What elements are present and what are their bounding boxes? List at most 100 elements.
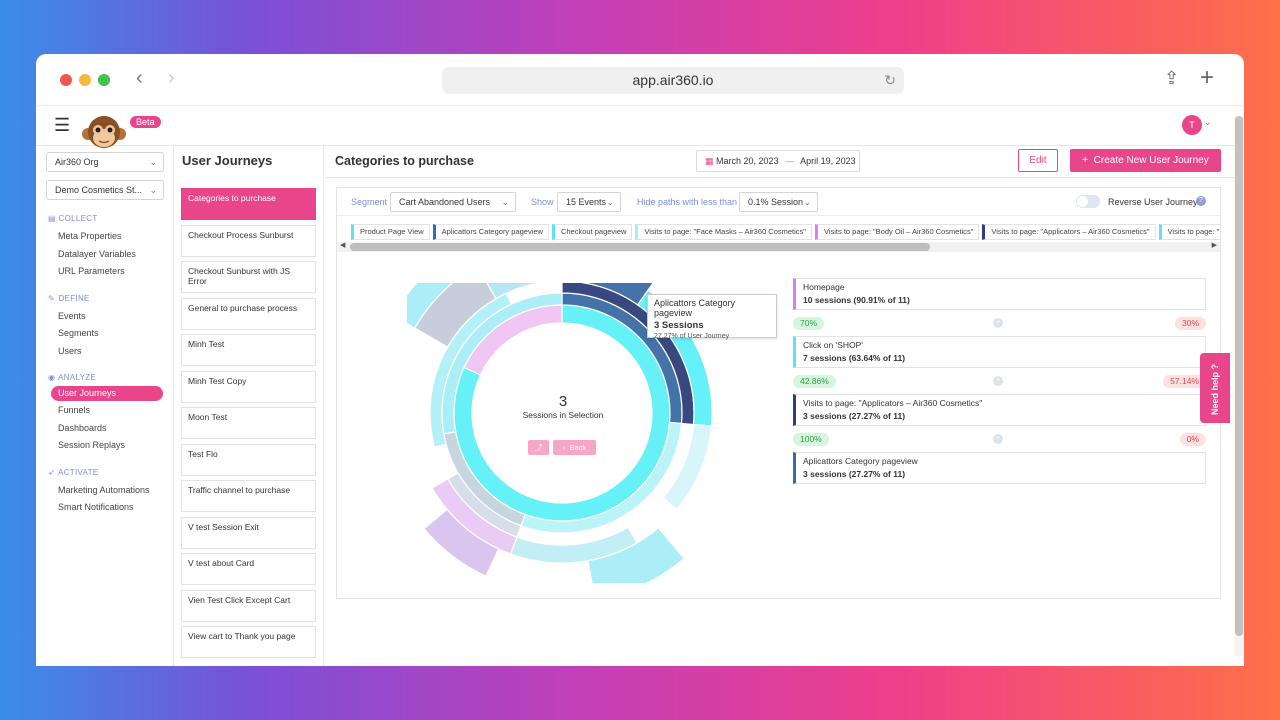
sidebar-item-session-replays[interactable]: Session Replays [58, 440, 126, 450]
journey-item[interactable]: V test Session Exit [181, 516, 316, 549]
journey-item[interactable]: Test Flo [181, 443, 316, 476]
segment-select[interactable]: Cart Abandoned Users ⌄ [390, 192, 516, 212]
scroll-right-icon[interactable]: ▶ [1211, 242, 1217, 249]
sidebar-item-smart-notifications[interactable]: Smart Notifications [58, 502, 134, 512]
continue-percent-badge: 100% [793, 433, 829, 446]
sunburst-segment[interactable] [423, 508, 500, 577]
hide-paths-select[interactable]: 0.1% Session ⌄ [739, 192, 818, 212]
close-window-button[interactable] [60, 74, 72, 86]
new-tab-icon[interactable]: + [1200, 64, 1215, 91]
back-label: Back [569, 443, 587, 452]
step-name: Click on 'SHOP' [803, 340, 863, 350]
sidebar-item-meta-properties[interactable]: Meta Properties [58, 231, 122, 241]
journey-item[interactable]: Minh Test Copy [181, 370, 316, 403]
sidebar-item-url-parameters[interactable]: URL Parameters [58, 266, 125, 276]
event-legend-chip[interactable]: Aplicattors Category pageview [432, 224, 549, 240]
sunburst-segment[interactable] [587, 527, 685, 583]
edit-button[interactable]: Edit [1018, 149, 1058, 172]
minimize-window-button[interactable] [79, 74, 91, 86]
date-from: March 20, 2023 [716, 156, 779, 166]
hamburger-menu-icon[interactable]: ☰ [54, 115, 71, 135]
segment-value: Cart Abandoned Users [399, 197, 491, 207]
need-help-label: Need help ? [1210, 363, 1220, 415]
create-journey-button[interactable]: + Create New User Journey [1070, 149, 1221, 172]
help-icon[interactable]: ? [1196, 196, 1206, 206]
legend-scroll-thumb[interactable] [350, 243, 930, 251]
legend-scrollbar[interactable]: ◀ ▶ [337, 242, 1220, 252]
sidebar-item-users[interactable]: Users [58, 345, 82, 356]
monkey-logo-icon[interactable] [80, 112, 128, 148]
plus-circle-icon[interactable]: + [993, 318, 1003, 328]
share-icon[interactable]: ⇪ [1164, 68, 1180, 88]
reverse-journey-toggle[interactable] [1076, 195, 1100, 208]
sunburst-segment[interactable] [407, 283, 477, 329]
journey-step[interactable]: Visits to page: "Applicators – Air360 Co… [793, 394, 1206, 426]
reload-icon[interactable]: ↻ [884, 72, 896, 88]
arrow-up-icon: ⤴ [534, 443, 543, 452]
need-help-button[interactable]: Need help ? [1200, 353, 1230, 423]
event-legend-chip[interactable]: Visits to page: " [1158, 224, 1220, 240]
forward-nav-icon[interactable]: › [168, 67, 175, 89]
sidebar-item-segments[interactable]: Segments [58, 328, 99, 338]
journey-step[interactable]: Aplicattors Category pageview 3 sessions … [793, 452, 1206, 484]
journey-item[interactable]: Traffic channel to purchase [181, 480, 316, 512]
sunburst-segment[interactable] [662, 423, 713, 511]
back-nav-icon[interactable]: ‹ [136, 67, 143, 89]
maximize-window-button[interactable] [98, 74, 110, 86]
sidebar-item-funnels[interactable]: Funnels [58, 405, 91, 415]
create-journey-label: Create New User Journey [1093, 155, 1209, 166]
org-select-value: Air360 Org [55, 157, 99, 167]
journey-item[interactable]: View cart to Thank you page [181, 626, 316, 658]
hide-paths-label: Hide paths with less than [637, 197, 738, 207]
sidebar-item-dashboards[interactable]: Dashboards [58, 422, 107, 433]
event-legend-chip[interactable]: Visits to page: "Face Masks – Air360 Cos… [635, 224, 812, 240]
journey-item[interactable]: Checkout Sunburst with JS Error [181, 261, 316, 293]
journey-item[interactable]: V test about Card [181, 553, 316, 585]
event-legend-chip[interactable]: Visits to page: "Applicators – Air360 Co… [982, 224, 1156, 240]
event-legend-chip[interactable]: Checkout pageview [551, 224, 633, 240]
sidebar-item-user-journeys[interactable]: User Journeys [51, 386, 163, 401]
filters-bar: Segment Cart Abandoned Users ⌄ Show 15 E… [337, 188, 1220, 216]
event-legend-chip[interactable]: Product Page View [351, 224, 430, 240]
site-select[interactable]: Demo Cosmetics St... ⌄ [46, 180, 164, 200]
org-select[interactable]: Air360 Org ⌄ [46, 152, 164, 172]
journey-item[interactable]: General to purchase process [181, 297, 316, 330]
sidebar-item-marketing-automations[interactable]: Marketing Automations [58, 484, 150, 495]
journey-step[interactable]: Click on 'SHOP' 7 sessions (63.64% of 11) [793, 336, 1206, 368]
journey-item[interactable]: Moon Test [181, 407, 316, 439]
journey-item[interactable]: Minh Test [181, 334, 316, 366]
url-bar[interactable]: app.air360.io ↻ [442, 67, 904, 94]
page-scrollbar[interactable] [1234, 116, 1244, 656]
scroll-left-icon[interactable]: ◀ [340, 242, 346, 249]
sunburst-segment[interactable] [482, 283, 562, 300]
step-transition: 100% +0% [793, 426, 1206, 452]
page-scroll-thumb[interactable] [1235, 116, 1243, 636]
date-range-picker[interactable]: ▦ March 20, 2023 — April 19, 2023 [696, 150, 860, 172]
reverse-journey-label: Reverse User Journey [1108, 197, 1198, 207]
selection-label: Sessions in Selection [522, 410, 604, 420]
journey-step[interactable]: Homepage 10 sessions (90.91% of 11) [793, 278, 1206, 310]
chevron-left-icon: ‹ [562, 443, 570, 452]
back-button[interactable]: ‹ Back [553, 440, 596, 455]
event-legend-chip[interactable]: Visits to page: "Body Oil – Air360 Cosme… [814, 224, 980, 240]
journey-item[interactable]: Vien Test Click Except Cart [181, 589, 316, 622]
journey-item[interactable]: Categories to purchase [181, 188, 316, 220]
plus-circle-icon[interactable]: + [993, 434, 1003, 444]
step-transition: 70% +30% [793, 310, 1206, 336]
avatar[interactable]: T [1182, 115, 1202, 135]
journey-item[interactable]: Checkout Process Sunburst [181, 224, 316, 257]
reset-zoom-button[interactable]: ⤴ [528, 440, 549, 455]
chevron-down-icon[interactable]: ⌄ [1204, 117, 1212, 127]
step-sessions: 3 sessions (27.27% of 11) [803, 411, 906, 421]
hide-paths-value: 0.1% Session [748, 197, 804, 207]
sunburst-chart[interactable] [407, 283, 717, 583]
show-select[interactable]: 15 Events ⌄ [557, 192, 621, 212]
step-name: Aplicattors Category pageview [803, 456, 918, 466]
sidebar-item-events[interactable]: Events [58, 310, 86, 321]
chevron-down-icon: ⌄ [149, 185, 157, 195]
chevron-down-icon: ⌄ [149, 157, 157, 167]
sunburst-segment[interactable] [429, 292, 513, 448]
document-icon: ▤ [48, 214, 56, 223]
plus-circle-icon[interactable]: + [993, 376, 1003, 386]
sidebar-item-datalayer-variables[interactable]: Datalayer Variables [58, 248, 136, 259]
